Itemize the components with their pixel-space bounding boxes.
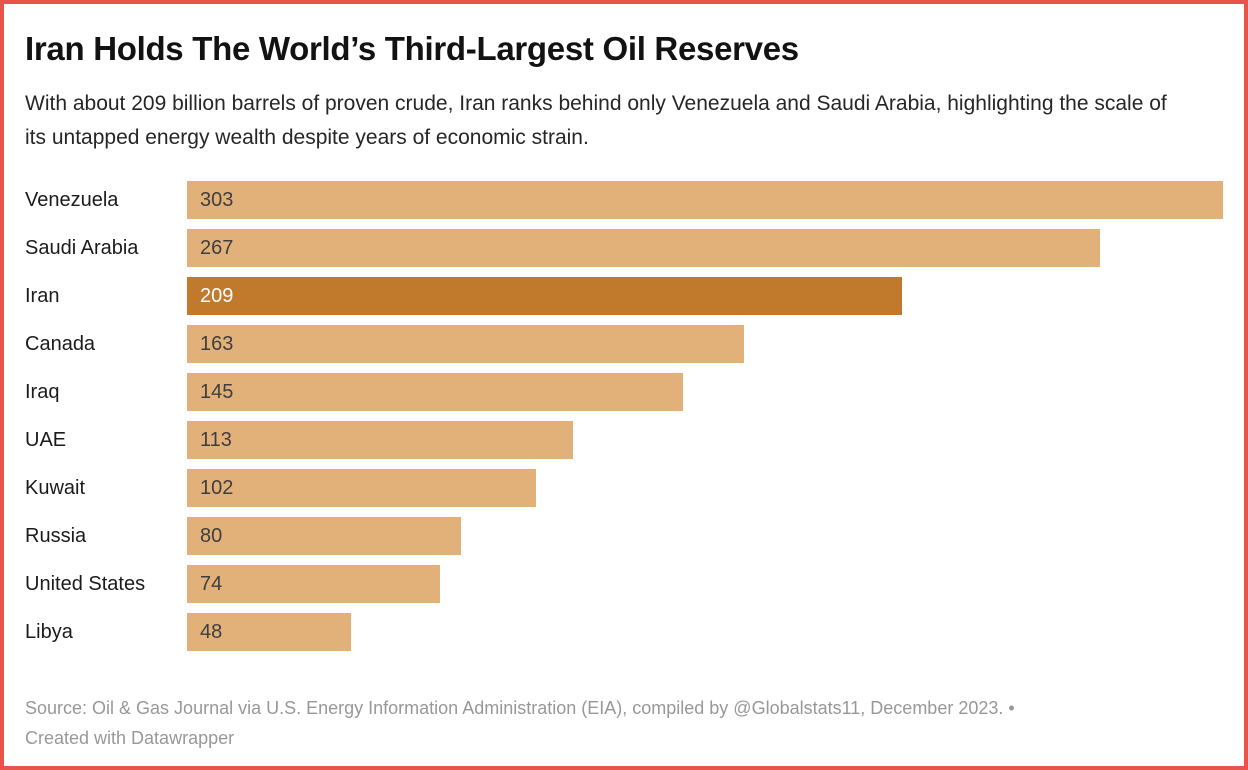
value-label: 267 — [200, 236, 234, 259]
value-label: 102 — [200, 476, 234, 499]
bar-track: 163 — [187, 325, 1223, 364]
bar-row: UAE 113 — [25, 421, 1223, 460]
value-label: 74 — [200, 572, 223, 595]
bar-row: Canada 163 — [25, 325, 1223, 364]
category-label-iran: Iran — [25, 284, 60, 307]
bar-uae: 113 — [187, 421, 574, 460]
bar-chart: Venezuela 303 Saudi Arabia 267 Iran 209 Canada… — [25, 181, 1223, 652]
bar-row: United States 74 — [25, 565, 1223, 604]
bar-iran: 209 — [187, 277, 902, 316]
chart-subtitle: With about 209 billion barrels of proven… — [25, 92, 1167, 150]
category-label-saudi-arabia: Saudi Arabia — [25, 236, 139, 259]
category-label-libya: Libya — [25, 620, 73, 643]
bar-track: 303 — [187, 181, 1223, 220]
bar-track: 267 — [187, 229, 1223, 268]
bar-track: 113 — [187, 421, 1223, 460]
bar-row: Kuwait 102 — [25, 469, 1223, 508]
category-label-russia: Russia — [25, 524, 87, 547]
category-label-uae: UAE — [25, 428, 67, 451]
value-label: 80 — [200, 524, 223, 547]
source-note: Source: Oil & Gas Journal via U.S. Energ… — [25, 693, 1223, 753]
value-label: 209 — [200, 284, 234, 307]
category-label-venezuela: Venezuela — [25, 188, 119, 211]
bar-row: Libya 48 — [25, 613, 1223, 652]
bar-row: Iran 209 — [25, 277, 1223, 316]
bar-row: Saudi Arabia 267 — [25, 229, 1223, 268]
value-label: 48 — [200, 620, 223, 643]
bar-track: 145 — [187, 373, 1223, 412]
bar-united-states: 74 — [187, 565, 441, 604]
attribution-text: Created with Datawrapper — [25, 728, 235, 749]
category-label-canada: Canada — [25, 332, 96, 355]
bar-track: 102 — [187, 469, 1223, 508]
bar-track: 209 — [187, 277, 1223, 316]
bar-track: 74 — [187, 565, 1223, 604]
bar-row: Iraq 145 — [25, 373, 1223, 412]
chart-title: Iran Holds The World’s Third-Largest Oil… — [25, 30, 799, 67]
bar-canada: 163 — [187, 325, 745, 364]
bar-kuwait: 102 — [187, 469, 536, 508]
category-label-iraq: Iraq — [25, 380, 60, 403]
value-label: 303 — [200, 188, 234, 211]
category-label-kuwait: Kuwait — [25, 476, 86, 499]
category-label-united-states: United States — [25, 572, 146, 595]
bar-iraq: 145 — [187, 373, 683, 412]
bar-libya: 48 — [187, 613, 352, 652]
bar-track: 48 — [187, 613, 1223, 652]
bar-russia: 80 — [187, 517, 461, 556]
bar-saudi-arabia: 267 — [187, 229, 1100, 268]
source-text: Source: Oil & Gas Journal via U.S. Energ… — [25, 698, 1015, 719]
bar-row: Russia 80 — [25, 517, 1223, 556]
bar-row: Venezuela 303 — [25, 181, 1223, 220]
bar-track: 80 — [187, 517, 1223, 556]
value-label: 113 — [200, 428, 232, 451]
value-label: 145 — [200, 380, 234, 403]
value-label: 163 — [200, 332, 234, 355]
bar-venezuela: 303 — [187, 181, 1223, 220]
